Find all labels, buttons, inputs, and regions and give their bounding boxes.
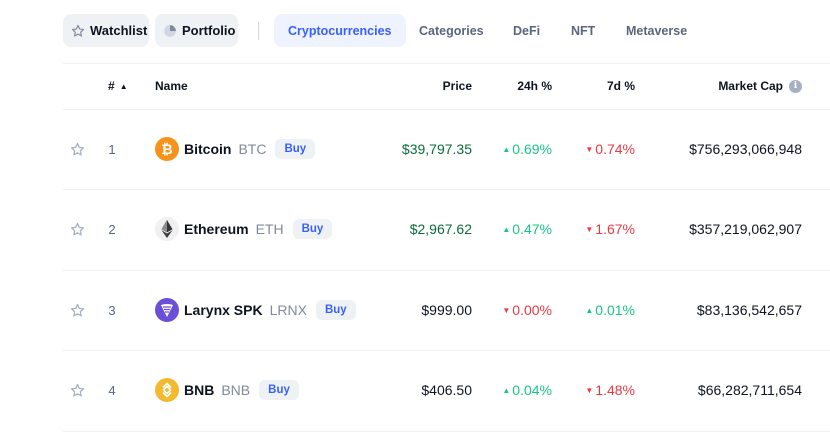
caret-up-icon: ▲ [502,224,511,234]
rank-header[interactable]: # ▲ [108,63,128,109]
portfolio-label: Portfolio [182,23,236,38]
tab-nft[interactable]: NFT [571,23,596,38]
coin-name: Bitcoin [184,141,232,157]
rank-cell: 1 [108,141,116,157]
bnb-icon [155,378,179,402]
coin-name: BNB [184,382,215,398]
portfolio-button[interactable]: Portfolio [155,14,238,47]
pie-chart-icon [163,24,177,38]
change-24h-header[interactable]: 24h % [517,79,552,93]
nav-divider [258,22,259,40]
coin-symbol: BTC [238,141,267,157]
change-24h-value: 0.47% [512,221,552,237]
name-header[interactable]: Name [155,79,188,93]
coin-symbol: BNB [221,382,251,398]
tab-cryptocurrencies[interactable]: Cryptocurrencies [274,14,406,47]
star-icon[interactable] [70,270,87,350]
buy-button[interactable]: Buy [259,380,299,400]
caret-down-icon: ▼ [585,144,594,154]
name-cell[interactable]: Larynx SPK LRNX Buy [155,270,356,350]
table-divider [63,270,830,271]
change-7d-header[interactable]: 7d % [606,79,635,93]
change-24h-cell: ▲ 0.04% [480,350,552,430]
top-nav: Watchlist Portfolio Cryptocurrencies Cat… [0,0,830,62]
change-7d-value: 1.48% [595,382,635,398]
table-header: # ▲ Name Price 24h % 7d % Market Cap i [0,63,830,109]
star-outline-icon [71,24,85,38]
change-7d-cell: ▼ 0.74% [560,109,635,189]
price-cell: $2,967.62 [409,221,472,237]
coin-symbol: ETH [255,221,284,237]
buy-button[interactable]: Buy [275,139,316,159]
ethereum-icon [155,217,179,241]
caret-down-icon: ▼ [502,305,511,315]
table-divider [63,189,830,190]
name-cell[interactable]: BNB BNB Buy [155,350,299,430]
caret-down-icon: ▼ [585,224,594,234]
buy-button[interactable]: Buy [292,219,333,239]
market-cap-header-label: Market Cap [718,79,783,93]
rank-cell: 2 [108,221,116,237]
table-divider [63,63,830,64]
change-7d-value: 1.67% [595,221,635,237]
tab-metaverse[interactable]: Metaverse [626,23,688,38]
change-24h-cell: ▲ 0.47% [480,189,552,269]
caret-up-icon: ▲ [585,305,594,315]
star-icon[interactable] [70,350,87,430]
name-cell[interactable]: Ethereum ETH Buy [155,189,333,269]
rank-cell: 3 [108,302,116,318]
name-cell[interactable]: ₿ Bitcoin BTC Buy [155,109,316,189]
market-cap-cell: $357,219,062,907 [689,221,802,237]
coin-name: Larynx SPK [184,302,263,318]
change-7d-cell: ▼ 1.48% [560,350,635,430]
star-icon[interactable] [70,189,87,269]
change-7d-value: 0.74% [595,141,635,157]
market-cap-cell: $83,136,542,657 [696,302,802,318]
price-cell: $999.00 [421,302,472,318]
table-row[interactable]: 3 Larynx SPK LRNX Buy $999.00 ▼ 0.00% ▲ 0.… [0,270,830,350]
change-24h-value: 0.04% [512,382,552,398]
market-cap-header[interactable]: Market Cap i [650,63,802,109]
star-icon[interactable] [70,109,87,189]
table-divider [63,350,830,351]
rank-cell: 4 [108,382,116,398]
bitcoin-icon: ₿ [155,137,179,161]
market-cap-cell: $66,282,711,654 [697,382,802,398]
change-7d-cell: ▲ 0.01% [560,270,635,350]
table-row[interactable]: 1 ₿ Bitcoin BTC Buy $39,797.35 ▲ 0.69% ▼ 0… [0,109,830,189]
caret-up-icon: ▲ [502,385,511,395]
caret-up-icon: ▲ [502,144,511,154]
watchlist-button[interactable]: Watchlist [63,14,149,47]
table-divider [63,109,830,110]
price-cell: $406.50 [421,382,472,398]
table-row[interactable]: 2 Ethereum ETH Buy $2,967.62 ▲ 0.47% ▼ 1.6… [0,189,830,269]
larynx-icon [155,298,179,322]
info-icon[interactable]: i [789,79,802,93]
change-24h-cell: ▲ 0.69% [480,109,552,189]
change-24h-value: 0.00% [512,302,552,318]
sort-up-icon: ▲ [119,81,128,91]
market-cap-cell: $756,293,066,948 [689,141,802,157]
coin-name: Ethereum [184,221,249,237]
tab-categories[interactable]: Categories [419,23,484,38]
change-24h-cell: ▼ 0.00% [480,270,552,350]
svg-text:₿: ₿ [161,142,172,158]
change-7d-value: 0.01% [595,302,635,318]
caret-down-icon: ▼ [585,385,594,395]
rank-header-label: # [108,79,115,93]
change-24h-value: 0.69% [512,141,552,157]
table-row[interactable]: 4 BNB BNB Buy $406.50 ▲ 0.04% ▼ 1.48% $66,… [0,350,830,430]
price-header[interactable]: Price [442,79,472,93]
buy-button[interactable]: Buy [315,300,356,320]
coin-symbol: LRNX [269,302,307,318]
tab-defi[interactable]: DeFi [513,23,541,38]
price-cell: $39,797.35 [401,141,472,157]
change-7d-cell: ▼ 1.67% [560,189,635,269]
watchlist-label: Watchlist [90,23,148,38]
